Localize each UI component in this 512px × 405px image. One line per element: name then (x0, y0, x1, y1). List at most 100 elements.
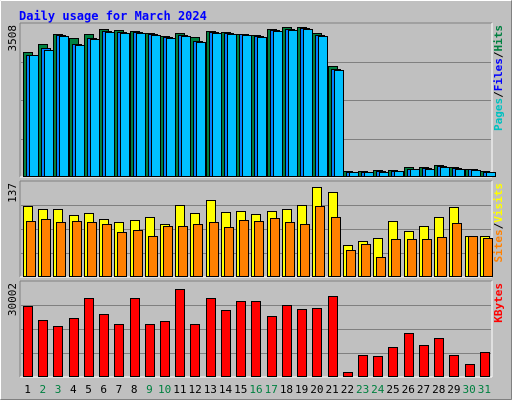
legend-separator: / (492, 222, 505, 229)
x-tick-label-day-16: 16 (249, 383, 262, 396)
bar-pages-day-8 (136, 33, 146, 177)
chart-title: Daily usage for March 2024 (19, 9, 207, 23)
bar-sites-day-13 (209, 222, 219, 277)
bar-kbytes-day-5 (84, 298, 94, 377)
bar-kbytes-day-27 (419, 345, 429, 377)
bar-pages-day-21 (334, 70, 344, 177)
bar-kbytes-day-8 (130, 298, 140, 377)
x-tick-label-day-27: 27 (417, 383, 430, 396)
bar-pages-day-1 (29, 55, 39, 177)
bar-pages-day-4 (75, 45, 85, 177)
x-tick-label-day-29: 29 (447, 383, 460, 396)
bar-sites-day-20 (315, 206, 325, 277)
bar-kbytes-day-25 (388, 347, 398, 377)
bar-pages-day-13 (212, 33, 222, 177)
bar-sites-day-4 (72, 221, 82, 277)
bar-sites-day-27 (422, 239, 432, 277)
bar-sites-day-2 (41, 219, 51, 277)
y-axis-max-label: 137 (6, 183, 19, 203)
panel-legend: KBytes (492, 283, 505, 323)
bar-kbytes-day-30 (465, 364, 475, 377)
bar-kbytes-day-19 (297, 309, 307, 377)
x-axis-day-labels: 1 2 3 4 5 6 7 8 9 10 11 12 13 14 15 16 17 18 19 20 21 22 23 24 2… (24, 383, 491, 396)
x-tick-label-day-21: 21 (326, 383, 339, 396)
panel-legend: Pages/Files/Hits (492, 25, 505, 131)
bar-kbytes-day-31 (480, 352, 490, 377)
bar-pages-day-29 (455, 169, 465, 177)
legend-files: Files (492, 58, 505, 91)
bar-kbytes-day-4 (69, 318, 79, 377)
bar-kbytes-day-1 (23, 306, 33, 377)
bar-pages-day-27 (425, 169, 435, 177)
bar-pages-day-15 (242, 35, 252, 177)
panel-1: 3508 Pages/Files/Hits (6, 22, 505, 178)
bar-kbytes-day-16 (251, 301, 261, 377)
bar-kbytes-day-20 (312, 308, 322, 377)
x-tick-label-day-2: 2 (40, 383, 47, 396)
bar-kbytes-day-14 (221, 310, 231, 377)
x-tick-label-day-12: 12 (188, 383, 201, 396)
y-axis-max-label: 3508 (6, 25, 19, 52)
bar-kbytes-day-2 (38, 320, 48, 377)
panel-2: 137 Sites/Visits (6, 180, 505, 278)
bar-pages-day-22 (349, 172, 359, 177)
legend-separator: / (492, 51, 505, 58)
legend-sites: Sites (492, 229, 505, 262)
bar-sites-day-11 (178, 226, 188, 277)
bar-pages-day-3 (59, 36, 69, 177)
x-tick-label-day-19: 19 (295, 383, 308, 396)
x-tick-label-day-15: 15 (234, 383, 247, 396)
bar-pages-day-12 (196, 42, 206, 177)
bar-kbytes-day-7 (114, 324, 124, 377)
bar-sites-day-26 (407, 239, 417, 277)
bar-pages-day-23 (364, 172, 374, 177)
bar-kbytes-day-13 (206, 298, 216, 377)
legend-separator: / (492, 91, 505, 98)
bar-sites-day-29 (452, 223, 462, 277)
legend-hits: Hits (492, 25, 505, 52)
bar-pages-day-2 (44, 50, 54, 177)
bar-kbytes-day-17 (267, 316, 277, 377)
bar-sites-day-31 (483, 238, 493, 277)
bar-pages-day-24 (379, 172, 389, 177)
bar-pages-day-7 (120, 33, 130, 177)
x-tick-label-day-14: 14 (219, 383, 233, 396)
bar-pages-day-26 (410, 169, 420, 177)
bar-pages-day-17 (273, 31, 283, 177)
bar-sites-day-28 (437, 237, 447, 277)
panel-legend: Sites/Visits (492, 183, 505, 263)
bar-kbytes-day-12 (190, 324, 200, 377)
chart-panels: 3508 Pages/Files/Hits 137 Sites/Visits 30002… (6, 22, 505, 378)
bar-pages-day-31 (486, 172, 496, 177)
bar-sites-day-12 (193, 224, 203, 277)
bar-kbytes-day-6 (99, 314, 109, 377)
bar-sites-day-22 (346, 250, 356, 277)
bar-pages-day-19 (303, 29, 313, 177)
bar-sites-day-3 (56, 222, 66, 277)
x-tick-label-day-17: 17 (265, 383, 278, 396)
bar-sites-day-6 (102, 224, 112, 277)
x-tick-label-day-30: 30 (463, 383, 476, 396)
bar-pages-day-14 (227, 34, 237, 177)
x-tick-label-day-13: 13 (204, 383, 217, 396)
x-tick-label-day-3: 3 (55, 383, 62, 396)
bar-sites-day-9 (148, 236, 158, 277)
bar-kbytes-day-28 (434, 338, 444, 377)
x-tick-label-day-23: 23 (356, 383, 369, 396)
bar-pages-day-16 (257, 37, 267, 177)
bar-sites-day-30 (468, 236, 478, 277)
bar-pages-day-5 (90, 39, 100, 177)
bar-kbytes-day-15 (236, 301, 246, 377)
bar-sites-day-8 (133, 230, 143, 277)
bar-sites-day-19 (300, 224, 310, 277)
panel-3: 30002 KBytes (6, 280, 505, 378)
bar-kbytes-day-9 (145, 324, 155, 377)
x-tick-label-day-25: 25 (386, 383, 399, 396)
x-tick-label-day-22: 22 (341, 383, 354, 396)
bar-sites-day-16 (254, 221, 264, 277)
bar-sites-day-18 (285, 222, 295, 277)
bar-pages-day-6 (105, 32, 115, 177)
x-tick-label-day-31: 31 (478, 383, 491, 396)
y-axis-max-label: 30002 (6, 283, 19, 316)
